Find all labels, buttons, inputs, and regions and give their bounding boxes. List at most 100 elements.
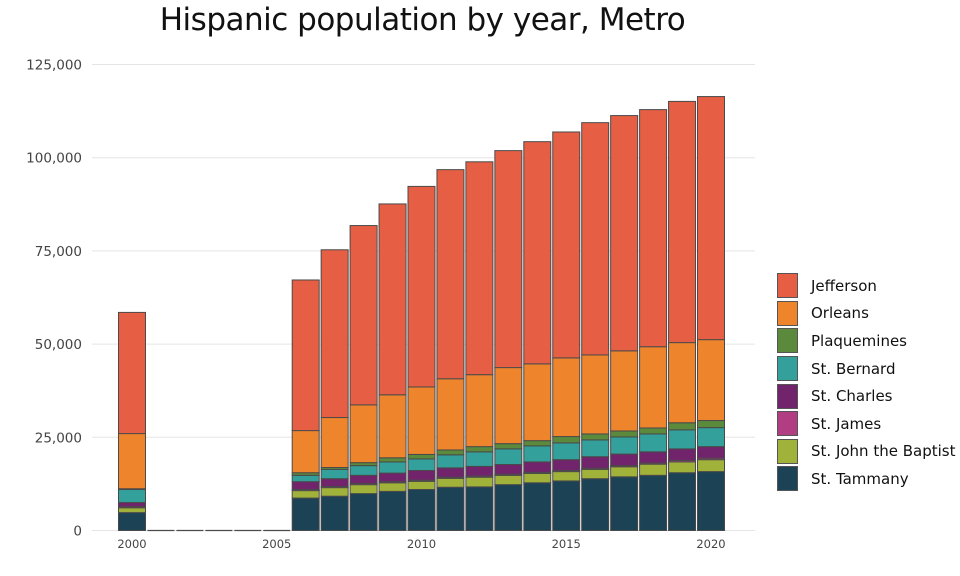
bar-2000 <box>118 311 146 531</box>
bar-segment-st-john-the-baptist-2011 <box>436 477 465 488</box>
bar-segment-jefferson-2012 <box>465 161 494 376</box>
y-tick-label: 100,000 <box>26 151 82 167</box>
bar-segment-plaquemines-2013 <box>494 443 523 450</box>
legend-label: Plaquemines <box>811 331 907 350</box>
legend-label: St. Charles <box>811 387 893 406</box>
bar-segment-jefferson-2000 <box>118 311 146 435</box>
legend-label: Jefferson <box>811 276 877 295</box>
bar-segment-jefferson-2013 <box>494 150 523 369</box>
bar-segment-st-charles-2019 <box>668 448 697 461</box>
legend-label: St. James <box>811 414 882 433</box>
bar-segment-plaquemines-2010 <box>407 453 436 460</box>
bar-segment-jefferson-2008 <box>349 225 378 406</box>
chart-title: Hispanic population by year, Metro <box>159 2 686 38</box>
bar-segment-st-tammany-2011 <box>436 486 465 531</box>
bar-segment-st-tammany-2012 <box>465 486 494 531</box>
bar-segment-plaquemines-2009 <box>378 457 407 463</box>
bar-segment-orleans-2008 <box>349 404 378 464</box>
bar-segment-st-bernard-2012 <box>465 451 494 467</box>
bar-segment-st-bernard-2007 <box>320 468 349 480</box>
bar-segment-st-bernard-2014 <box>523 445 552 463</box>
legend-swatch <box>777 273 798 299</box>
legend-item-st-tammany: St. Tammany <box>777 465 955 493</box>
x-axis-ticks: 2000 2005 2010 2015 2020 <box>117 537 725 551</box>
bar-segment-jefferson-2007 <box>320 249 349 419</box>
bar-segment-st-charles-2015 <box>552 459 581 471</box>
bar-segment-orleans-2019 <box>668 342 697 424</box>
bar-segment-st-tammany-2018 <box>639 474 668 531</box>
bar-segment-st-bernard-2018 <box>639 433 668 453</box>
bar-segment-st-bernard-2013 <box>494 448 523 466</box>
bar-segment-orleans-2018 <box>639 346 668 429</box>
bar-segment-st-charles-2016 <box>581 456 610 469</box>
bar-segment-orleans-2011 <box>436 378 465 451</box>
y-tick-label: 25,000 <box>35 430 82 446</box>
bar-2009 <box>378 203 407 531</box>
legend-item-orleans: Orleans <box>777 300 955 328</box>
bar-segment-plaquemines-2015 <box>552 436 581 444</box>
bar-segment-st-bernard-2009 <box>378 461 407 474</box>
bar-segment-st-john-the-baptist-2017 <box>610 466 639 478</box>
bar-segment-plaquemines-2018 <box>639 427 668 435</box>
bar-segment-st-bernard-2015 <box>552 442 581 461</box>
bar-segment-st-tammany-2015 <box>552 480 581 532</box>
bar-segment-plaquemines-2019 <box>668 422 697 431</box>
y-tick-label: 75,000 <box>35 244 82 260</box>
bar-2006 <box>291 279 320 532</box>
bar-segment-orleans-2014 <box>523 363 552 442</box>
bar-segment-st-tammany-2010 <box>407 488 436 532</box>
legend-swatch <box>777 438 798 464</box>
legend-item-st-james: St. James <box>777 410 955 438</box>
bar-segment-st-bernard-2006 <box>291 474 320 483</box>
bar-2018 <box>639 109 668 531</box>
legend-item-st-john-the-baptist: St. John the Baptist <box>777 438 955 466</box>
bar-segment-st-john-the-baptist-2020 <box>697 459 725 473</box>
bar-segment-jefferson-2020 <box>697 96 725 341</box>
y-tick-label: 50,000 <box>35 337 82 353</box>
bar-segment-jefferson-2015 <box>552 131 581 359</box>
bar-segment-plaquemines-2020 <box>697 420 725 429</box>
bar-segment-st-tammany-2008 <box>349 493 378 532</box>
bar-2013 <box>494 150 523 531</box>
bar-segment-st-john-the-baptist-2012 <box>465 476 494 488</box>
bar-segment-orleans-2007 <box>320 417 349 468</box>
bar-segment-orleans-2006 <box>291 430 320 474</box>
bar-segment-st-charles-2000 <box>118 502 146 508</box>
bar-segment-st-john-the-baptist-2016 <box>581 468 610 480</box>
bar-segment-orleans-2015 <box>552 357 581 438</box>
bar-segment-st-bernard-2011 <box>436 454 465 469</box>
bar-segment-st-charles-2012 <box>465 465 494 477</box>
bar-segment-st-john-the-baptist-2019 <box>668 461 697 474</box>
bar-segment-jefferson-2019 <box>668 100 697 344</box>
bar-2012 <box>465 161 494 531</box>
bar-segment-st-bernard-2008 <box>349 465 378 476</box>
legend-item-jefferson: Jefferson <box>777 272 955 300</box>
bar-segment-orleans-2020 <box>697 339 725 422</box>
bar-segment-st-charles-2006 <box>291 481 320 490</box>
x-tick-label: 2005 <box>262 537 291 551</box>
bar-segment-jefferson-2010 <box>407 185 436 388</box>
y-tick-label: 125,000 <box>26 58 82 74</box>
x-tick-label: 2020 <box>696 537 725 551</box>
bar-segment-jefferson-2006 <box>291 279 320 432</box>
legend-item-st-bernard: St. Bernard <box>777 355 955 383</box>
bar-segment-st-charles-2011 <box>436 467 465 478</box>
bar-segment-st-bernard-2019 <box>668 429 697 450</box>
bar-segment-st-charles-2014 <box>523 461 552 473</box>
bar-segment-st-john-the-baptist-2007 <box>320 487 349 497</box>
bar-segment-st-tammany-2019 <box>668 472 697 532</box>
bar-segment-st-charles-2010 <box>407 469 436 481</box>
bar-segment-st-tammany-2014 <box>523 482 552 531</box>
bar-segment-orleans-2009 <box>378 394 407 459</box>
bar-segment-orleans-2010 <box>407 386 436 455</box>
x-tick-label: 2000 <box>117 537 146 551</box>
bar-2020 <box>697 96 725 531</box>
bar-segment-st-bernard-2020 <box>697 427 725 448</box>
bar-2008 <box>349 225 378 532</box>
bar-segment-st-bernard-2000 <box>118 488 146 504</box>
legend-item-st-charles: St. Charles <box>777 382 955 410</box>
x-tick-label: 2010 <box>407 537 436 551</box>
bar-segment-st-tammany-2020 <box>697 471 725 531</box>
legend: Jefferson Orleans Plaquemines St. Bernar… <box>777 272 955 493</box>
bar-segment-jefferson-2009 <box>378 203 407 396</box>
